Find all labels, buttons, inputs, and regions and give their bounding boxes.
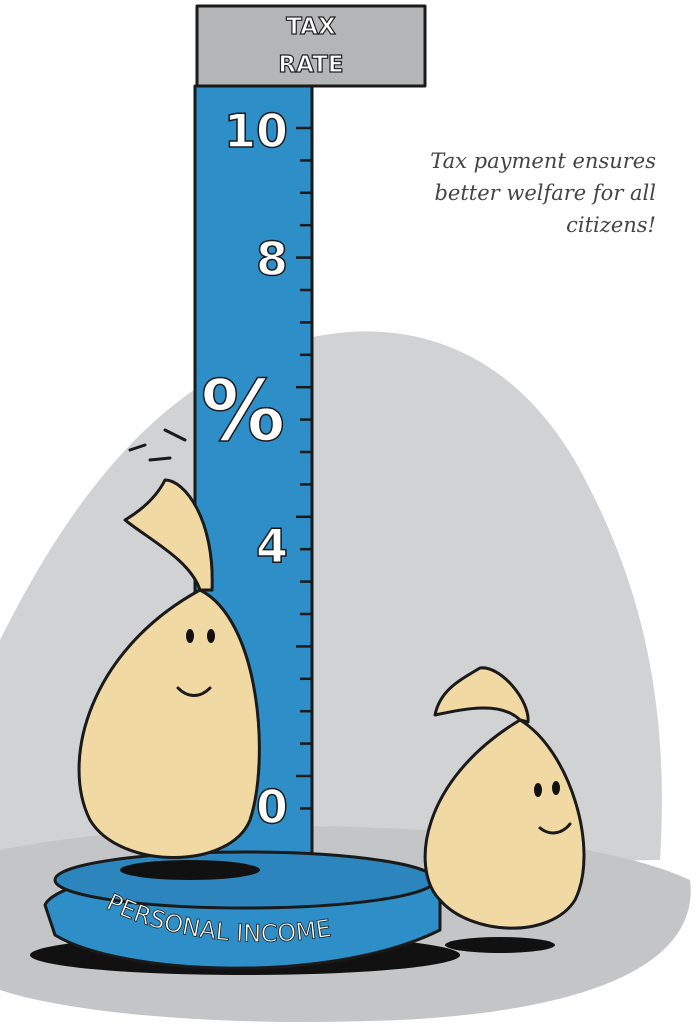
scale-label: % [201,362,285,460]
page: TAX RATE 10 8 % 4 0 PERSONAL INCOME Tax … [0,0,696,1028]
eye [534,783,542,797]
scale-label: 8 [256,232,288,286]
caption-line: citizens! [566,213,656,237]
illustration: TAX RATE 10 8 % 4 0 PERSONAL INCOME Tax … [0,0,696,1028]
caption-line: better welfare for all [434,181,656,205]
sign-line: TAX [286,14,336,40]
eye [207,629,215,643]
bag-shadow [120,860,260,880]
eye [186,629,194,643]
bag-shadow [445,937,555,953]
caption-line: Tax payment ensures [430,149,656,173]
sign-line: RATE [278,52,343,78]
scale-label: 10 [224,104,288,158]
scale-label: 0 [256,780,288,834]
scale-label: 4 [256,519,288,573]
eye [552,781,560,795]
